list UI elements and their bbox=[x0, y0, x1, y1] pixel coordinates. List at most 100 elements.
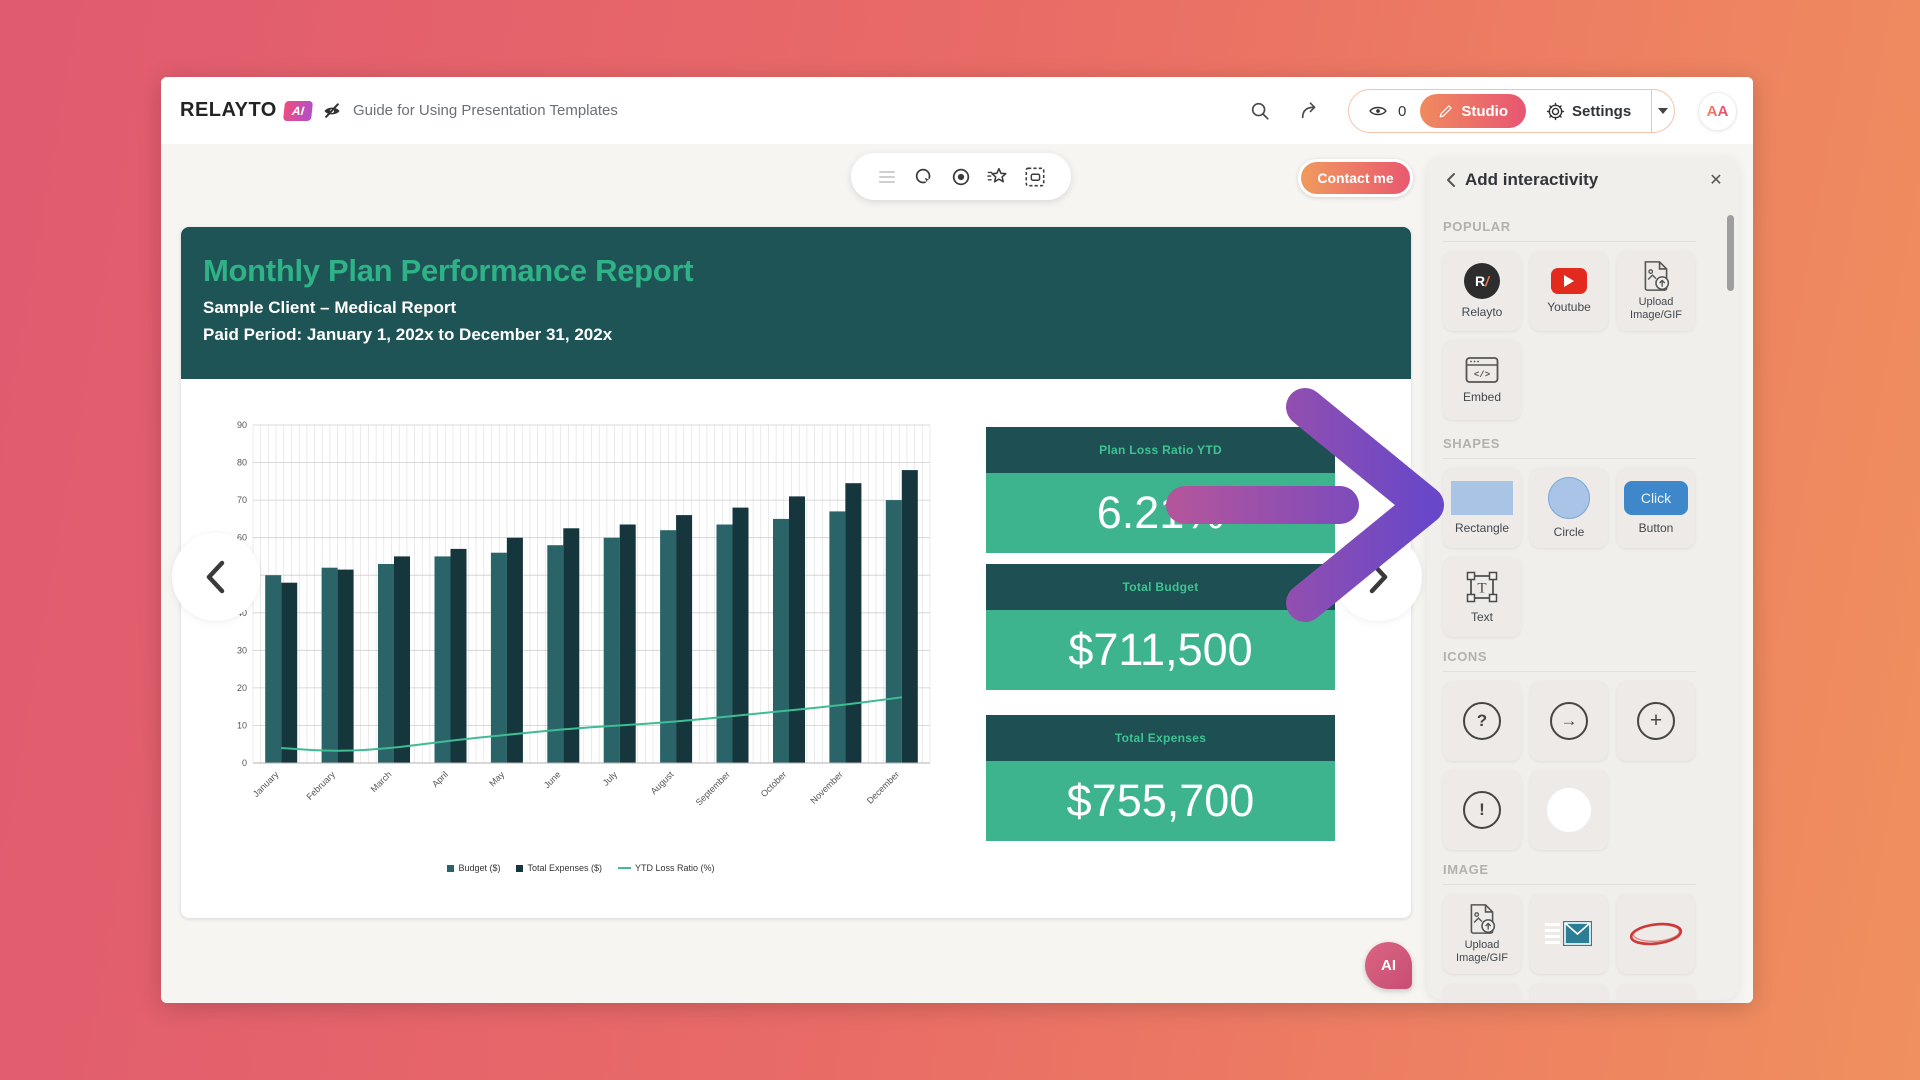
red-ellipse-icon bbox=[1627, 918, 1685, 950]
svg-text:July: July bbox=[601, 769, 620, 788]
kpi-card-total-expenses: Total Expenses $755,700 bbox=[986, 715, 1335, 841]
drag-handle-icon[interactable] bbox=[876, 166, 898, 188]
floating-toolbar bbox=[851, 153, 1071, 200]
eye-icon bbox=[1367, 100, 1389, 122]
question-icon: ? bbox=[1463, 702, 1501, 740]
hidden-eye-icon[interactable] bbox=[321, 100, 343, 122]
studio-button[interactable]: Studio bbox=[1420, 94, 1526, 128]
rectangle-shape-icon bbox=[1451, 480, 1513, 515]
click-interaction-icon[interactable] bbox=[913, 166, 935, 188]
svg-text:10: 10 bbox=[237, 720, 247, 730]
tile-cutoff[interactable] bbox=[1617, 983, 1695, 1000]
relayto-mark-icon: R / bbox=[1464, 262, 1500, 299]
kpi-value: 6.21% bbox=[1096, 487, 1225, 538]
svg-text:70: 70 bbox=[237, 495, 247, 505]
contact-me-button[interactable]: Contact me bbox=[1298, 159, 1413, 197]
tile-rectangle[interactable]: Rectangle bbox=[1443, 468, 1521, 548]
exclamation-icon: ! bbox=[1463, 791, 1501, 829]
svg-text:May: May bbox=[487, 769, 506, 788]
share-icon[interactable] bbox=[1299, 100, 1321, 122]
kpi-card-loss-ratio: Plan Loss Ratio YTD 6.21% bbox=[986, 427, 1335, 553]
add-interactivity-panel: Add interactivity ✕ POPULAR R / Relayto bbox=[1427, 157, 1739, 1000]
section-divider bbox=[1443, 241, 1696, 242]
white-circle-icon bbox=[1547, 788, 1591, 832]
arrow-right-icon: → bbox=[1550, 702, 1588, 740]
tile-youtube[interactable]: Youtube bbox=[1530, 251, 1608, 331]
slide-banner: Monthly Plan Performance Report Sample C… bbox=[181, 227, 1411, 379]
section-divider bbox=[1443, 671, 1696, 672]
slide-page[interactable]: Monthly Plan Performance Report Sample C… bbox=[181, 227, 1411, 918]
chevron-right-icon bbox=[1361, 557, 1395, 597]
svg-text:20: 20 bbox=[237, 683, 247, 693]
slide-subtitle-1: Sample Client – Medical Report bbox=[203, 298, 457, 317]
svg-text:40: 40 bbox=[237, 608, 247, 618]
section-divider bbox=[1443, 884, 1696, 885]
previous-page-button[interactable] bbox=[172, 533, 260, 621]
tile-plus-icon[interactable]: + bbox=[1617, 681, 1695, 761]
tile-question-icon[interactable]: ? bbox=[1443, 681, 1521, 761]
legend-item: Budget ($) bbox=[447, 863, 500, 873]
panel-header: Add interactivity ✕ bbox=[1427, 157, 1739, 203]
tile-cutoff[interactable] bbox=[1443, 983, 1521, 1000]
svg-text:April: April bbox=[430, 769, 450, 789]
tile-text[interactable]: T Text bbox=[1443, 557, 1521, 637]
kpi-value: $711,500 bbox=[1068, 624, 1253, 675]
legend-item: Total Expenses ($) bbox=[516, 863, 602, 873]
views-counter[interactable]: 0 bbox=[1367, 100, 1406, 122]
ai-assistant-bubble[interactable]: AI bbox=[1365, 942, 1412, 989]
capture-region-icon[interactable] bbox=[1024, 166, 1046, 188]
tile-exclamation-icon[interactable]: ! bbox=[1443, 770, 1521, 850]
svg-text:0: 0 bbox=[242, 758, 247, 768]
performance-chart-wrap: 0102030405060708090JanuaryFebruaryMarchA… bbox=[217, 405, 945, 835]
mode-pill: 0 Studio Settings bbox=[1348, 89, 1675, 133]
next-page-button[interactable] bbox=[1334, 533, 1422, 621]
svg-text:</>: </> bbox=[1474, 370, 1490, 380]
mode-dropdown-button[interactable] bbox=[1652, 91, 1674, 131]
tile-embed[interactable]: </> Embed bbox=[1443, 340, 1521, 420]
relayto-logo[interactable]: RELAYTO AI bbox=[180, 99, 313, 122]
tile-relayto[interactable]: R / Relayto bbox=[1443, 251, 1521, 331]
section-label-shapes: SHAPES bbox=[1443, 436, 1501, 451]
shape-tiles: Rectangle Circle Click Button T bbox=[1443, 468, 1696, 637]
tile-email-image[interactable] bbox=[1530, 894, 1608, 974]
panel-scrollbar[interactable] bbox=[1727, 215, 1734, 291]
plus-icon: + bbox=[1637, 702, 1675, 740]
circle-shape-icon bbox=[1548, 476, 1590, 519]
tile-cutoff[interactable] bbox=[1530, 983, 1608, 1000]
record-icon[interactable] bbox=[950, 166, 972, 188]
legend-item: YTD Loss Ratio (%) bbox=[618, 863, 715, 873]
youtube-icon bbox=[1551, 267, 1587, 294]
text-shape-icon: T bbox=[1465, 570, 1499, 604]
document-meta: Guide for Using Presentation Templates bbox=[321, 77, 618, 144]
search-icon[interactable] bbox=[1249, 100, 1271, 122]
avatar[interactable]: AA bbox=[1698, 92, 1737, 131]
views-count: 0 bbox=[1398, 102, 1407, 120]
effects-star-icon[interactable] bbox=[987, 166, 1009, 188]
chevron-left-icon bbox=[199, 557, 233, 597]
settings-button[interactable]: Settings bbox=[1540, 101, 1637, 122]
svg-text:September: September bbox=[694, 769, 732, 807]
tile-button[interactable]: Click Button bbox=[1617, 468, 1695, 548]
back-button[interactable] bbox=[1441, 170, 1461, 190]
tile-arrow-icon[interactable]: → bbox=[1530, 681, 1608, 761]
svg-text:October: October bbox=[759, 769, 789, 799]
image-tiles: Upload Image/GIF bbox=[1443, 894, 1696, 1000]
kpi-label: Total Expenses bbox=[1114, 731, 1207, 745]
tile-upload-image[interactable]: Upload Image/GIF bbox=[1617, 251, 1695, 331]
svg-text:August: August bbox=[649, 769, 676, 796]
slide-subtitle-2: Paid Period: January 1, 202x to December… bbox=[203, 324, 613, 344]
panel-title: Add interactivity bbox=[1465, 170, 1599, 189]
close-icon[interactable]: ✕ bbox=[1705, 170, 1727, 192]
tile-red-ellipse[interactable] bbox=[1617, 894, 1695, 974]
svg-text:T: T bbox=[1477, 580, 1486, 596]
tile-circle[interactable]: Circle bbox=[1530, 468, 1608, 548]
button-shape-icon: Click bbox=[1624, 480, 1688, 515]
kpi-label: Plan Loss Ratio YTD bbox=[1099, 443, 1222, 457]
tile-upload-image-2[interactable]: Upload Image/GIF bbox=[1443, 894, 1521, 974]
ai-badge: AI bbox=[282, 100, 313, 121]
section-label-icons: ICONS bbox=[1443, 649, 1488, 664]
svg-text:60: 60 bbox=[237, 533, 247, 543]
tile-white-circle[interactable] bbox=[1530, 770, 1608, 850]
svg-text:30: 30 bbox=[237, 645, 247, 655]
